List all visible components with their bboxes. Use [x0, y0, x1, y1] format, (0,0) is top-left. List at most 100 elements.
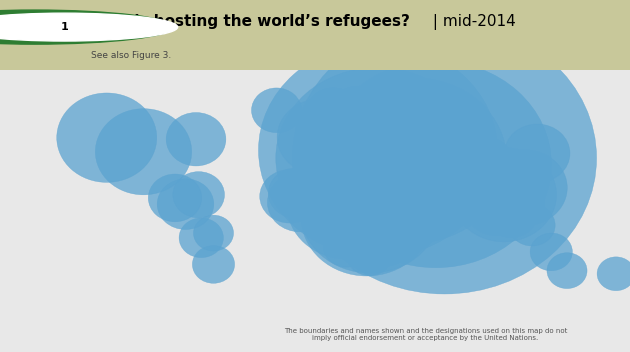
Circle shape — [323, 104, 381, 156]
Circle shape — [389, 127, 444, 176]
Circle shape — [260, 170, 319, 223]
Circle shape — [148, 174, 202, 222]
FancyBboxPatch shape — [0, 70, 630, 352]
Circle shape — [446, 148, 517, 212]
Circle shape — [355, 161, 417, 216]
Circle shape — [287, 176, 338, 222]
Text: 1: 1 — [60, 22, 68, 32]
Circle shape — [360, 144, 428, 205]
Circle shape — [343, 115, 441, 203]
Circle shape — [484, 190, 538, 238]
Circle shape — [340, 225, 381, 260]
Circle shape — [329, 221, 372, 259]
Circle shape — [360, 171, 440, 242]
Circle shape — [346, 159, 408, 215]
Circle shape — [179, 218, 224, 258]
Circle shape — [287, 151, 408, 259]
Circle shape — [295, 108, 350, 157]
Circle shape — [331, 86, 383, 133]
Circle shape — [340, 93, 397, 144]
Circle shape — [347, 236, 391, 276]
Circle shape — [384, 101, 438, 149]
Circle shape — [314, 103, 377, 159]
Circle shape — [488, 178, 544, 229]
Circle shape — [406, 100, 462, 151]
Circle shape — [303, 141, 416, 242]
Circle shape — [258, 43, 498, 257]
Text: Map: Map — [17, 22, 40, 32]
Circle shape — [282, 168, 337, 217]
Circle shape — [277, 99, 362, 175]
Circle shape — [307, 88, 360, 136]
Circle shape — [157, 179, 214, 230]
Circle shape — [466, 182, 526, 235]
Circle shape — [401, 105, 461, 158]
Circle shape — [382, 108, 482, 197]
Circle shape — [457, 149, 533, 217]
Circle shape — [0, 10, 173, 44]
Text: The boundaries and names shown and the designations used on this map do not
impl: The boundaries and names shown and the d… — [284, 328, 567, 341]
Circle shape — [335, 96, 400, 155]
Circle shape — [166, 113, 226, 166]
Circle shape — [307, 136, 424, 240]
Circle shape — [313, 165, 398, 241]
Circle shape — [302, 94, 455, 231]
Circle shape — [173, 172, 224, 218]
Circle shape — [455, 158, 526, 222]
Circle shape — [323, 78, 507, 243]
Circle shape — [330, 98, 384, 145]
Circle shape — [312, 113, 366, 161]
Circle shape — [505, 124, 570, 183]
Text: Who is hosting the world’s refugees?: Who is hosting the world’s refugees? — [91, 14, 410, 29]
Circle shape — [352, 214, 394, 252]
Circle shape — [451, 148, 557, 242]
Circle shape — [346, 110, 441, 195]
Circle shape — [306, 178, 359, 226]
Circle shape — [192, 245, 234, 283]
Circle shape — [393, 102, 486, 185]
Circle shape — [530, 233, 573, 271]
Circle shape — [316, 106, 382, 165]
Circle shape — [318, 155, 440, 264]
Circle shape — [304, 125, 455, 260]
Circle shape — [290, 143, 398, 240]
Text: | mid-2014: | mid-2014 — [428, 14, 516, 30]
Circle shape — [341, 150, 438, 236]
Circle shape — [95, 109, 192, 195]
Circle shape — [379, 111, 435, 162]
Circle shape — [276, 68, 478, 249]
Circle shape — [320, 61, 551, 268]
Circle shape — [306, 114, 357, 160]
Circle shape — [346, 93, 416, 155]
Circle shape — [597, 257, 630, 291]
Circle shape — [329, 138, 452, 247]
Circle shape — [0, 13, 178, 41]
Circle shape — [316, 159, 410, 243]
Circle shape — [509, 205, 555, 246]
Circle shape — [331, 92, 386, 141]
Circle shape — [323, 169, 368, 209]
Circle shape — [251, 88, 302, 133]
Circle shape — [300, 148, 440, 273]
Circle shape — [340, 114, 390, 158]
Circle shape — [429, 134, 520, 215]
Circle shape — [345, 163, 445, 253]
Circle shape — [323, 226, 370, 267]
Circle shape — [302, 164, 375, 230]
Circle shape — [320, 169, 430, 268]
Circle shape — [483, 150, 567, 226]
Circle shape — [193, 215, 234, 251]
Circle shape — [462, 179, 518, 228]
Circle shape — [268, 168, 325, 219]
Circle shape — [57, 93, 157, 182]
Circle shape — [301, 159, 432, 276]
Circle shape — [307, 105, 364, 156]
Circle shape — [329, 162, 414, 237]
Circle shape — [401, 144, 486, 220]
Circle shape — [292, 22, 597, 294]
Circle shape — [308, 158, 376, 219]
Circle shape — [417, 163, 483, 222]
Circle shape — [547, 253, 587, 289]
Circle shape — [309, 165, 369, 218]
Text: See also Figure 3.: See also Figure 3. — [91, 51, 171, 60]
